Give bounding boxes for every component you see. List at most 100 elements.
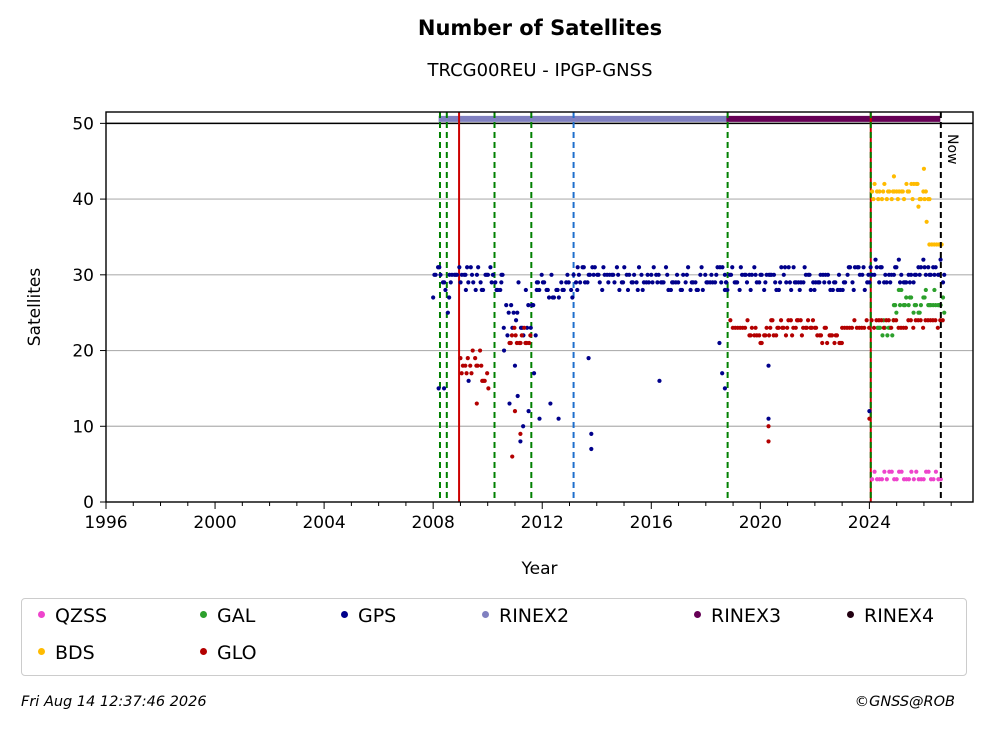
gps-point (639, 272, 644, 277)
gps-point (743, 272, 748, 277)
glo-point (889, 325, 894, 330)
gps-point (714, 272, 719, 277)
glo-point (804, 325, 809, 330)
gps-point (699, 265, 704, 270)
gps-point (728, 272, 734, 277)
gps-point (789, 287, 794, 293)
gps-point (499, 280, 504, 285)
gps-point (753, 272, 758, 277)
glo-point (768, 325, 773, 330)
gps-point (533, 333, 538, 338)
glo-point (766, 439, 771, 444)
qzss-point (872, 469, 877, 474)
gps-point (661, 280, 666, 285)
gps-point (873, 257, 878, 262)
gps-point (933, 265, 938, 270)
gps-point (555, 287, 560, 293)
legend-item-rinex3: RINEX3 (694, 605, 781, 627)
gps-point (845, 272, 850, 277)
glo-point (518, 340, 523, 346)
gps-point (665, 272, 670, 277)
gps-point (515, 310, 520, 315)
gps-point (928, 272, 933, 277)
glo-point (513, 333, 518, 338)
bds-point (923, 189, 928, 194)
qzss-point (914, 469, 919, 474)
gal-point (906, 303, 911, 308)
glo-point (770, 318, 775, 323)
gps-point (561, 287, 566, 293)
gps-point (630, 280, 635, 285)
gps-point (676, 280, 681, 285)
y-tick-label-0: 0 (83, 493, 94, 513)
gps-point (521, 424, 526, 429)
gps-point (867, 409, 872, 414)
bds-point (921, 166, 927, 171)
gps-point (685, 265, 691, 270)
gps-point (897, 280, 903, 285)
gps-point (722, 386, 727, 391)
gps-point (526, 303, 531, 308)
gps-point (546, 295, 552, 300)
glo-point (728, 318, 733, 323)
gps-point (526, 409, 531, 414)
gps-point (442, 280, 447, 285)
gps-point (537, 287, 542, 293)
gps-point (738, 265, 743, 270)
glo-point (512, 325, 517, 330)
gps-point (907, 280, 912, 285)
gps-point (922, 265, 927, 270)
gps-point (454, 272, 459, 277)
legend-marker-gal (200, 611, 207, 618)
gps-point (441, 386, 447, 391)
gps-point (437, 265, 442, 270)
y-tick-label-40: 40 (72, 190, 94, 210)
glo-point (867, 416, 872, 421)
gps-point (640, 287, 645, 293)
glo-point (940, 318, 945, 323)
qzss-point (926, 469, 931, 474)
qzss-point (889, 469, 894, 474)
gps-point (431, 295, 436, 300)
gps-point (797, 287, 802, 293)
gps-point (474, 272, 480, 277)
gps-point (762, 287, 767, 293)
gps-point (438, 272, 443, 277)
glo-point (820, 340, 825, 346)
glo-point (479, 363, 484, 368)
glo-point (809, 325, 814, 330)
gps-point (511, 310, 516, 315)
legend-label-rinex3: RINEX3 (711, 605, 782, 627)
gps-point (840, 287, 845, 293)
glo-point (486, 386, 491, 391)
gps-point (851, 287, 856, 293)
gps-point (634, 280, 639, 285)
gps-point (896, 257, 901, 262)
legend: QZSS GAL GPS RINEX2 RINEX3 RINEX4 BDS GL… (21, 598, 967, 676)
glo-point (518, 431, 523, 436)
gps-point (867, 280, 872, 285)
bds-point (881, 189, 886, 194)
gps-point (827, 280, 832, 285)
gps-point (911, 280, 916, 285)
glo-point (745, 318, 750, 323)
gps-point (782, 265, 788, 270)
x-tick-label-2004: 2004 (302, 513, 345, 533)
y-tick-label-50: 50 (72, 114, 94, 134)
gps-point (537, 416, 542, 421)
legend-item-qzss: QZSS (38, 605, 107, 627)
gps-point (778, 280, 783, 285)
gps-point (466, 378, 471, 383)
gps-point (645, 272, 650, 277)
gal-point (942, 310, 947, 315)
bds-point (891, 174, 897, 179)
gps-point (575, 287, 580, 293)
glo-point (785, 325, 790, 330)
gal-point (917, 310, 922, 315)
gps-point (757, 280, 762, 285)
gps-point (763, 280, 768, 285)
glo-point (512, 409, 518, 414)
gps-point (724, 280, 729, 285)
glo-point (813, 325, 819, 330)
glo-point (823, 325, 829, 330)
